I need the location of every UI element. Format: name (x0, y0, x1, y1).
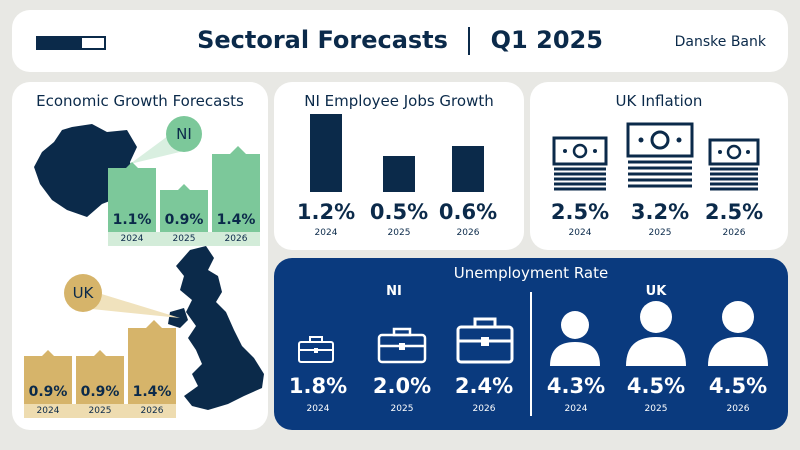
unemployment-value: 4.3% (546, 374, 606, 398)
jobs-year: 2024 (314, 228, 338, 238)
person-icon (626, 301, 686, 366)
section-divider (530, 292, 532, 416)
economic-growth-card: Economic Growth Forecasts NI 1.1% 0.9% 1… (12, 82, 268, 430)
bar-year: 2025 (172, 234, 196, 244)
quarter-text: Q1 2025 (490, 26, 603, 54)
bar-strip (108, 232, 260, 246)
bar-strip (24, 404, 176, 418)
bar-year: 2024 (36, 406, 60, 416)
inflation-value: 2.5% (550, 200, 610, 224)
person-icon (708, 301, 768, 366)
unemployment-ni-label: NI (386, 284, 402, 299)
title-text: Sectoral Forecasts (197, 26, 448, 54)
bar-year: 2024 (120, 234, 144, 244)
money-stack-icon (552, 136, 608, 191)
bar-year: 2026 (140, 406, 164, 416)
money-stack-icon (708, 138, 760, 191)
uk-callout-pointer (82, 288, 180, 318)
unemployment-year: 2024 (306, 404, 330, 414)
inflation-value: 2.5% (704, 200, 764, 224)
jobs-year: 2025 (387, 228, 411, 238)
uk-inflation-card: UK Inflation 2.5% 3.2% 2.5% 2024 2025 20… (530, 82, 788, 250)
uk-badge-label: UK (72, 284, 94, 302)
inflation-year: 2024 (568, 228, 592, 238)
unemployment-year: 2026 (726, 404, 750, 414)
jobs-value: 0.5% (369, 200, 429, 224)
economic-growth-title: Economic Growth Forecasts (36, 92, 244, 110)
unemployment-value: 2.0% (372, 374, 432, 398)
uk-inflation-title: UK Inflation (615, 92, 703, 110)
header-bar: Sectoral Forecasts Q1 2025 Danske Bank (12, 10, 788, 72)
bar-value: 1.4% (132, 384, 172, 400)
bar-value: 0.9% (28, 384, 68, 400)
inflation-value: 3.2% (630, 200, 690, 224)
unemployment-uk-label: UK (645, 284, 667, 299)
brand-logo: Danske Bank (674, 34, 766, 50)
person-icon (550, 311, 600, 366)
unemployment-value: 2.4% (454, 374, 514, 398)
bar-value: 0.9% (164, 212, 204, 228)
uk-map-icon (168, 246, 264, 410)
jobs-year: 2026 (456, 228, 480, 238)
inflation-year: 2026 (722, 228, 746, 238)
unemployment-value: 1.8% (288, 374, 348, 398)
bar-chart-bar (383, 156, 415, 192)
briefcase-icon (377, 327, 427, 364)
briefcase-icon (298, 336, 334, 363)
unemployment-card: Unemployment Rate NI UK 1.8% 2.0% 2.4% 4… (274, 258, 788, 430)
inflation-year: 2025 (648, 228, 672, 238)
unemployment-year: 2024 (564, 404, 588, 414)
jobs-value: 1.2% (296, 200, 356, 224)
bar-value: 0.9% (80, 384, 120, 400)
unemployment-year: 2025 (644, 404, 668, 414)
title-divider (468, 27, 471, 55)
money-stack-icon (626, 122, 694, 188)
page-title: Sectoral Forecasts Q1 2025 (12, 26, 788, 55)
bar-year: 2025 (88, 406, 112, 416)
unemployment-value: 4.5% (708, 374, 768, 398)
ni-jobs-card: NI Employee Jobs Growth 1.2% 0.5% 0.6% 2… (274, 82, 524, 250)
bar-value: 1.4% (216, 212, 256, 228)
bar-year: 2026 (224, 234, 248, 244)
ni-badge: NI (166, 116, 202, 152)
ni-badge-label: NI (176, 125, 192, 143)
jobs-value: 0.6% (438, 200, 498, 224)
bar-value: 1.1% (112, 212, 152, 228)
progress-indicator (36, 36, 106, 50)
unemployment-year: 2025 (390, 404, 414, 414)
uk-badge: UK (64, 274, 102, 312)
briefcase-icon (456, 317, 514, 364)
unemployment-value: 4.5% (626, 374, 686, 398)
bar-chart-bar (128, 320, 176, 418)
unemployment-year: 2026 (472, 404, 496, 414)
ni-jobs-title: NI Employee Jobs Growth (304, 92, 494, 110)
unemployment-title: Unemployment Rate (453, 264, 609, 282)
bar-chart-bar (310, 114, 342, 192)
bar-chart-bar (452, 146, 484, 192)
bar-chart-bar (212, 146, 260, 246)
